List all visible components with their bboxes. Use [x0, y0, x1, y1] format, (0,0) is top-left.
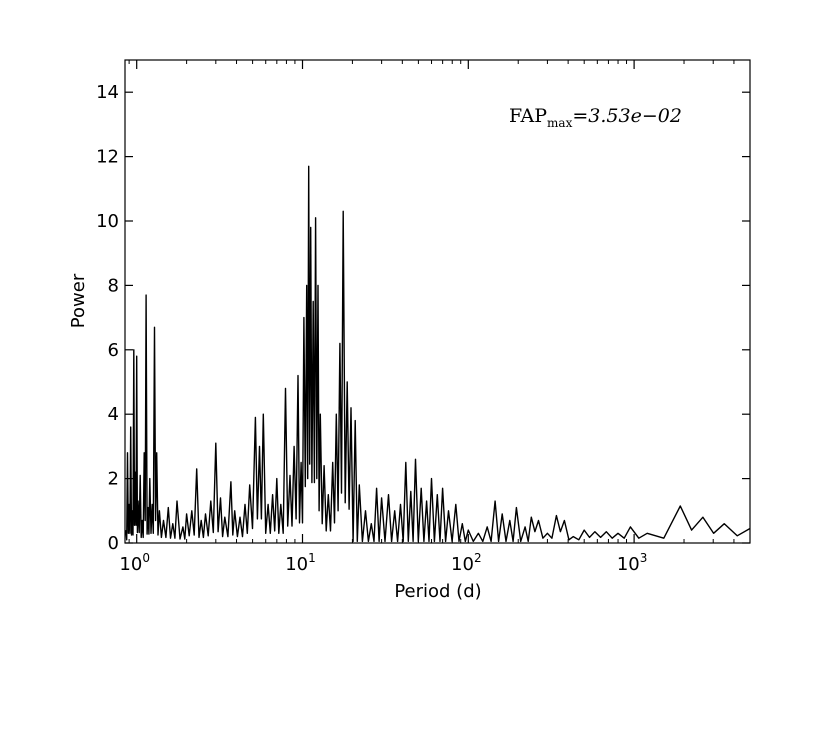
y-tick-label: 4: [108, 404, 119, 425]
y-tick-label: 14: [96, 82, 119, 103]
y-tick-label: 8: [108, 275, 119, 296]
power-series-line: [125, 165, 751, 543]
y-tick-label: 2: [108, 469, 119, 490]
fap-annotation-sub: max: [547, 116, 573, 130]
x-tick-label: 102: [451, 551, 482, 575]
x-axis-label: Period (d): [394, 581, 481, 602]
x-tick-label: 100: [119, 551, 150, 575]
x-tick-label: 103: [617, 551, 648, 575]
y-tick-label: 0: [108, 533, 119, 554]
y-tick-label: 10: [96, 211, 119, 232]
x-tick-label: 101: [285, 551, 316, 575]
y-axis-ticks: 0 2 4 6 8 10 12 14: [96, 82, 750, 554]
plot-area: [125, 165, 751, 543]
fap-annotation-value: =3.53e−02: [572, 105, 682, 127]
plot-frame: [124, 59, 751, 544]
y-tick-label: 12: [96, 147, 119, 168]
y-axis-label: Power: [68, 273, 89, 328]
fap-annotation: FAPmax=3.53e−02: [509, 105, 682, 130]
x-axis-ticks: 100 101 102 103: [119, 60, 751, 575]
fap-annotation-main: FAP: [509, 105, 547, 127]
y-tick-label: 6: [108, 340, 119, 361]
